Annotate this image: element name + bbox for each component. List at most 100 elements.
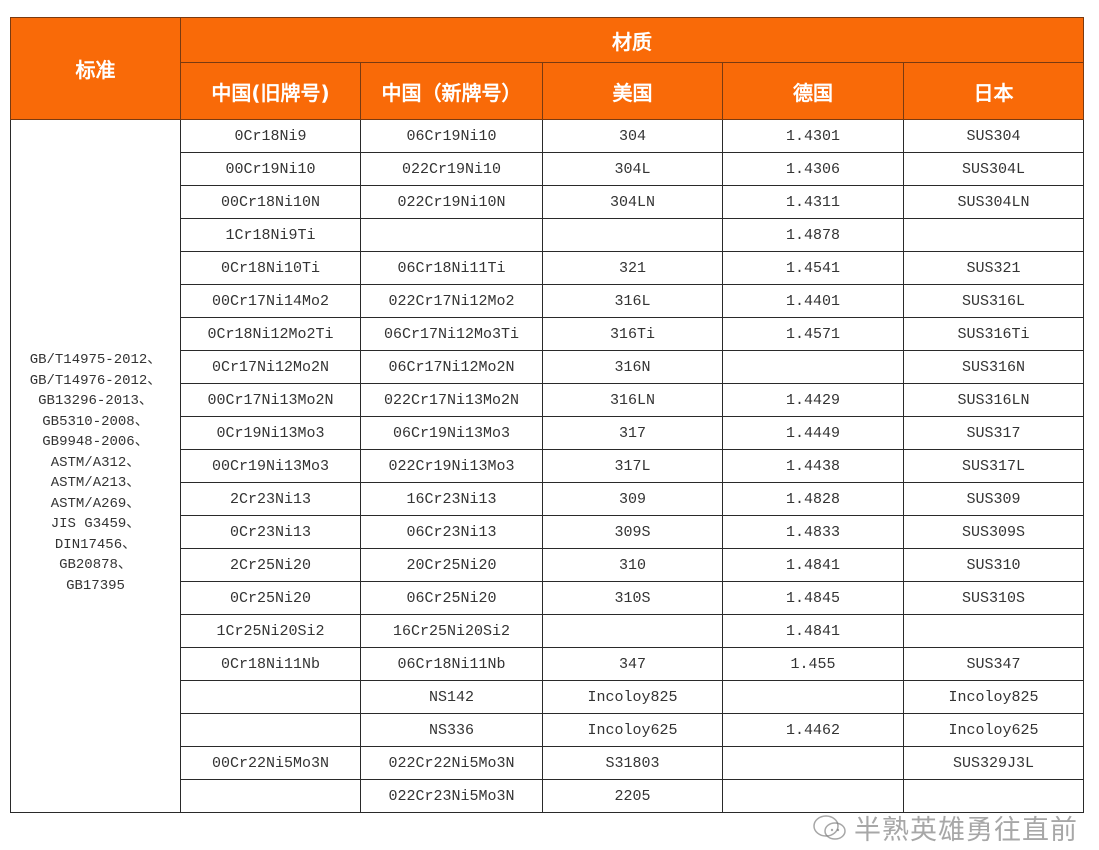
table-cell: 00Cr19Ni13Mo3 [180,449,361,483]
table-cell: 316Ti [542,317,723,351]
table-cell: S31803 [542,746,723,780]
table-cell: 1.4541 [722,251,904,285]
table-cell [180,680,361,714]
table-row: 022Cr23Ni5Mo3N 2205 [11,779,1085,813]
column-header: 美国 [542,62,723,120]
table-row: 1Cr18Ni9Ti 1.4878 [11,218,1085,252]
table-cell: 316LN [542,383,723,417]
column-header: 中国（新牌号） [360,62,543,120]
standard-item: DIN17456、 [54,536,137,553]
table-cell: 317L [542,449,723,483]
table-cell: SUS329J3L [902,746,1085,780]
table-cell: 06Cr19Ni10 [360,119,543,153]
table-row: 0Cr17Ni12Mo2N 06Cr17Ni12Mo2N 316N SUS316N [11,350,1085,384]
table-row: 00Cr19Ni13Mo3 022Cr19Ni13Mo3 317L 1.4438 SUS… [11,449,1085,483]
table-cell: 0Cr17Ni12Mo2N [180,350,361,384]
header-material: 材质 [179,17,1085,63]
table-cell: 1Cr25Ni20Si2 [180,614,361,648]
table-cell: 022Cr17Ni12Mo2 [360,284,543,318]
table-cell: 1.4429 [722,383,904,417]
table-cell [722,746,904,780]
column-header: 德国 [722,62,904,120]
column-header: 中国(旧牌号) [180,62,361,120]
standard-item: JIS G3459、 [50,516,141,532]
table-cell: 347 [542,647,723,681]
table-cell: 309 [542,482,723,516]
table-cell [542,218,723,252]
table-cell: SUS309S [902,515,1085,549]
table-cell: 022Cr22Ni5Mo3N [360,746,543,780]
table-cell [902,614,1085,648]
table-cell: SUS310 [902,548,1085,582]
table-row: 0Cr23Ni13 06Cr23Ni13 309S 1.4833 SUS309S [11,515,1085,549]
table-cell: 00Cr22Ni5Mo3N [180,746,361,780]
table-cell: 1.4828 [722,482,904,516]
table-cell: SUS317L [902,449,1085,483]
table-cell: SUS304L [902,152,1085,186]
table-row: 2Cr25Ni20 20Cr25Ni20 310 1.4841 SUS310 [11,548,1085,582]
table-cell [360,218,543,252]
wechat-icon [813,814,846,840]
table-cell: 321 [542,251,723,285]
table-cell: 06Cr23Ni13 [360,515,543,549]
table-row: 00Cr19Ni10 022Cr19Ni10 304L 1.4306 SUS304L [11,152,1085,186]
table-cell: SUS316Ti [902,317,1085,351]
header-standard: 标准 [10,17,181,120]
table-cell: SUS316LN [902,383,1085,417]
table-cell: 00Cr17Ni14Mo2 [180,284,361,318]
standard-item: GB13296-2013、 [38,393,153,409]
table-cell: SUS309 [902,482,1085,516]
table-cell: 0Cr18Ni12Mo2Ti [180,317,361,351]
table-row: 0Cr25Ni20 06Cr25Ni20 310S 1.4845 SUS310S [11,581,1085,615]
table-cell: NS336 [360,713,543,747]
watermark-text: 半熟英雄勇往直前 [854,815,1078,846]
table-cell: 16Cr25Ni20Si2 [360,614,543,648]
standard-item: GB9948-2006、 [42,434,149,450]
table-cell: 304 [542,119,723,153]
table-cell: 1.4449 [722,416,904,450]
table-cell: 309S [542,515,723,549]
table-cell [542,614,723,648]
table-cell: 06Cr17Ni12Mo3Ti [360,317,543,351]
standard-item: GB5310-2008、 [42,413,149,430]
table-cell: NS142 [360,680,543,714]
table-cell: SUS310S [902,581,1085,615]
table-row: GB/T14975-2012、 GB/T14976-2012、 GB13296-20… [10,119,1085,813]
table-cell: 1.4845 [722,581,904,615]
table-row: 0Cr19Ni13Mo3 06Cr19Ni13Mo3 317 1.4449 SUS317 [11,416,1085,450]
table-cell: 0Cr18Ni11Nb [180,647,361,681]
table-cell: 1.455 [722,647,904,681]
table-row: 0Cr18Ni10Ti 06Cr18Ni11Ti 321 1.4541 SUS321 [11,251,1085,285]
table-cell [722,350,904,384]
table-cell: 00Cr19Ni10 [180,152,361,186]
table-cell: 16Cr23Ni13 [360,482,543,516]
table-cell [180,713,361,747]
watermark: 半熟英雄勇往直前 [812,808,1078,847]
standard-item: GB/T14976-2012、 [29,372,162,389]
table-cell: 022Cr17Ni13Mo2N [360,383,543,417]
table-cell: 1.4438 [722,449,904,483]
table-cell: 0Cr23Ni13 [180,515,361,549]
table-row: NS142 Incoloy825 Incoloy825 [11,680,1085,714]
table-cell: 317 [542,416,723,450]
table-cell: 022Cr19Ni10 [360,152,543,186]
table-cell: 2205 [542,779,723,813]
table-row: 00Cr18Ni10N 022Cr19Ni10N 304LN 1.4311 SUS304… [11,185,1085,219]
table-cell: 1.4401 [722,284,904,318]
table-row: 00Cr17Ni14Mo2 022Cr17Ni12Mo2 316L 1.4401 SUS… [11,284,1085,318]
table-cell: SUS316L [902,284,1085,318]
table-cell: 2Cr25Ni20 [180,548,361,582]
table-cell: 0Cr18Ni10Ti [180,251,361,285]
table-cell: 06Cr19Ni13Mo3 [360,416,543,450]
table-cell: SUS321 [902,251,1085,285]
table-cell: SUS316N [902,350,1085,384]
table-cell: 1.4833 [722,515,904,549]
table-cell [180,779,361,813]
table-cell: 1.4571 [722,317,904,351]
table-row: 0Cr18Ni12Mo2Ti 06Cr17Ni12Mo3Ti 316Ti 1.4571… [11,317,1085,351]
table-cell: 1.4841 [722,548,904,582]
table-cell: SUS347 [902,647,1085,681]
table-cell: 022Cr23Ni5Mo3N [360,779,543,813]
table-cell: 0Cr19Ni13Mo3 [180,416,361,450]
standard-item: ASTM/A269、 [50,495,141,512]
